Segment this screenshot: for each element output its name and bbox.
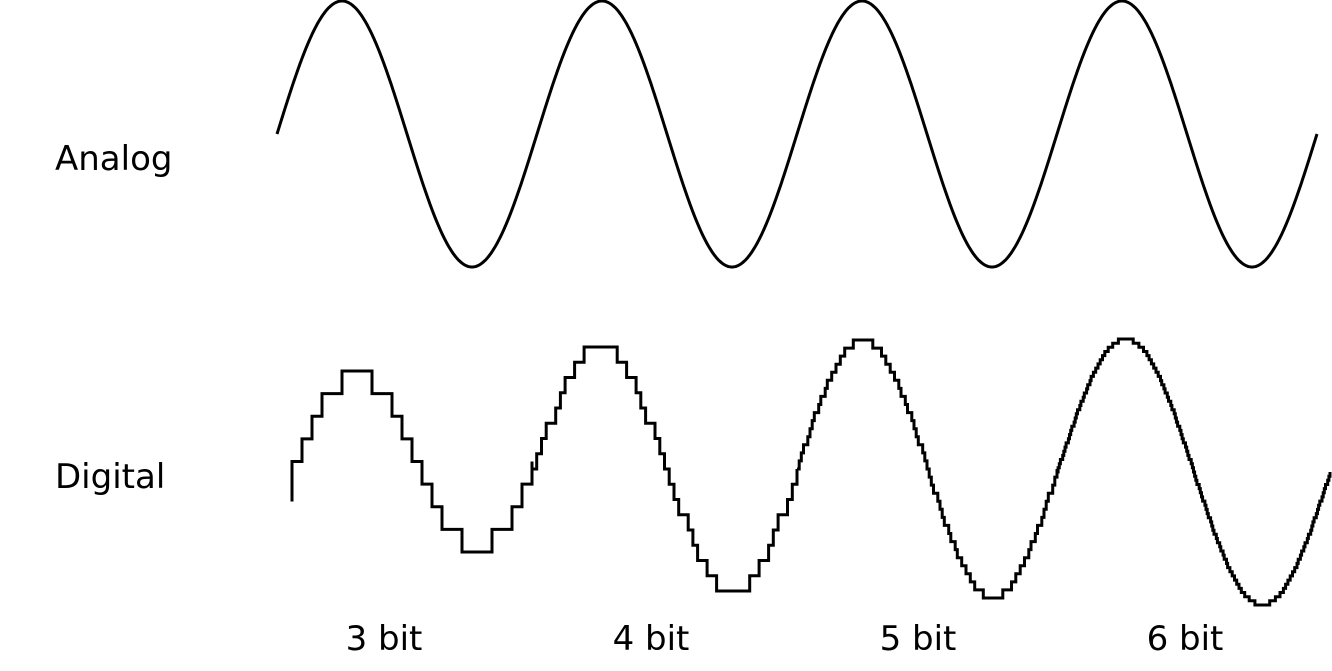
segment-label-3bit: 3 bit: [346, 619, 423, 659]
segment-label-6bit: 6 bit: [1147, 619, 1224, 659]
digital-wave-5bit: [797, 338, 1059, 600]
analog-label: Analog: [55, 139, 172, 179]
digital-label: Digital: [55, 457, 165, 497]
digital-quantized-waves: [290, 337, 1332, 607]
analog-sine-wave: [275, 0, 1319, 269]
digital-wave-6bit: [1056, 337, 1332, 607]
segment-label-4bit: 4 bit: [613, 619, 690, 659]
digital-wave-4bit: [532, 345, 799, 593]
digital-wave-3bit: [290, 369, 534, 554]
segment-label-5bit: 5 bit: [880, 619, 957, 659]
